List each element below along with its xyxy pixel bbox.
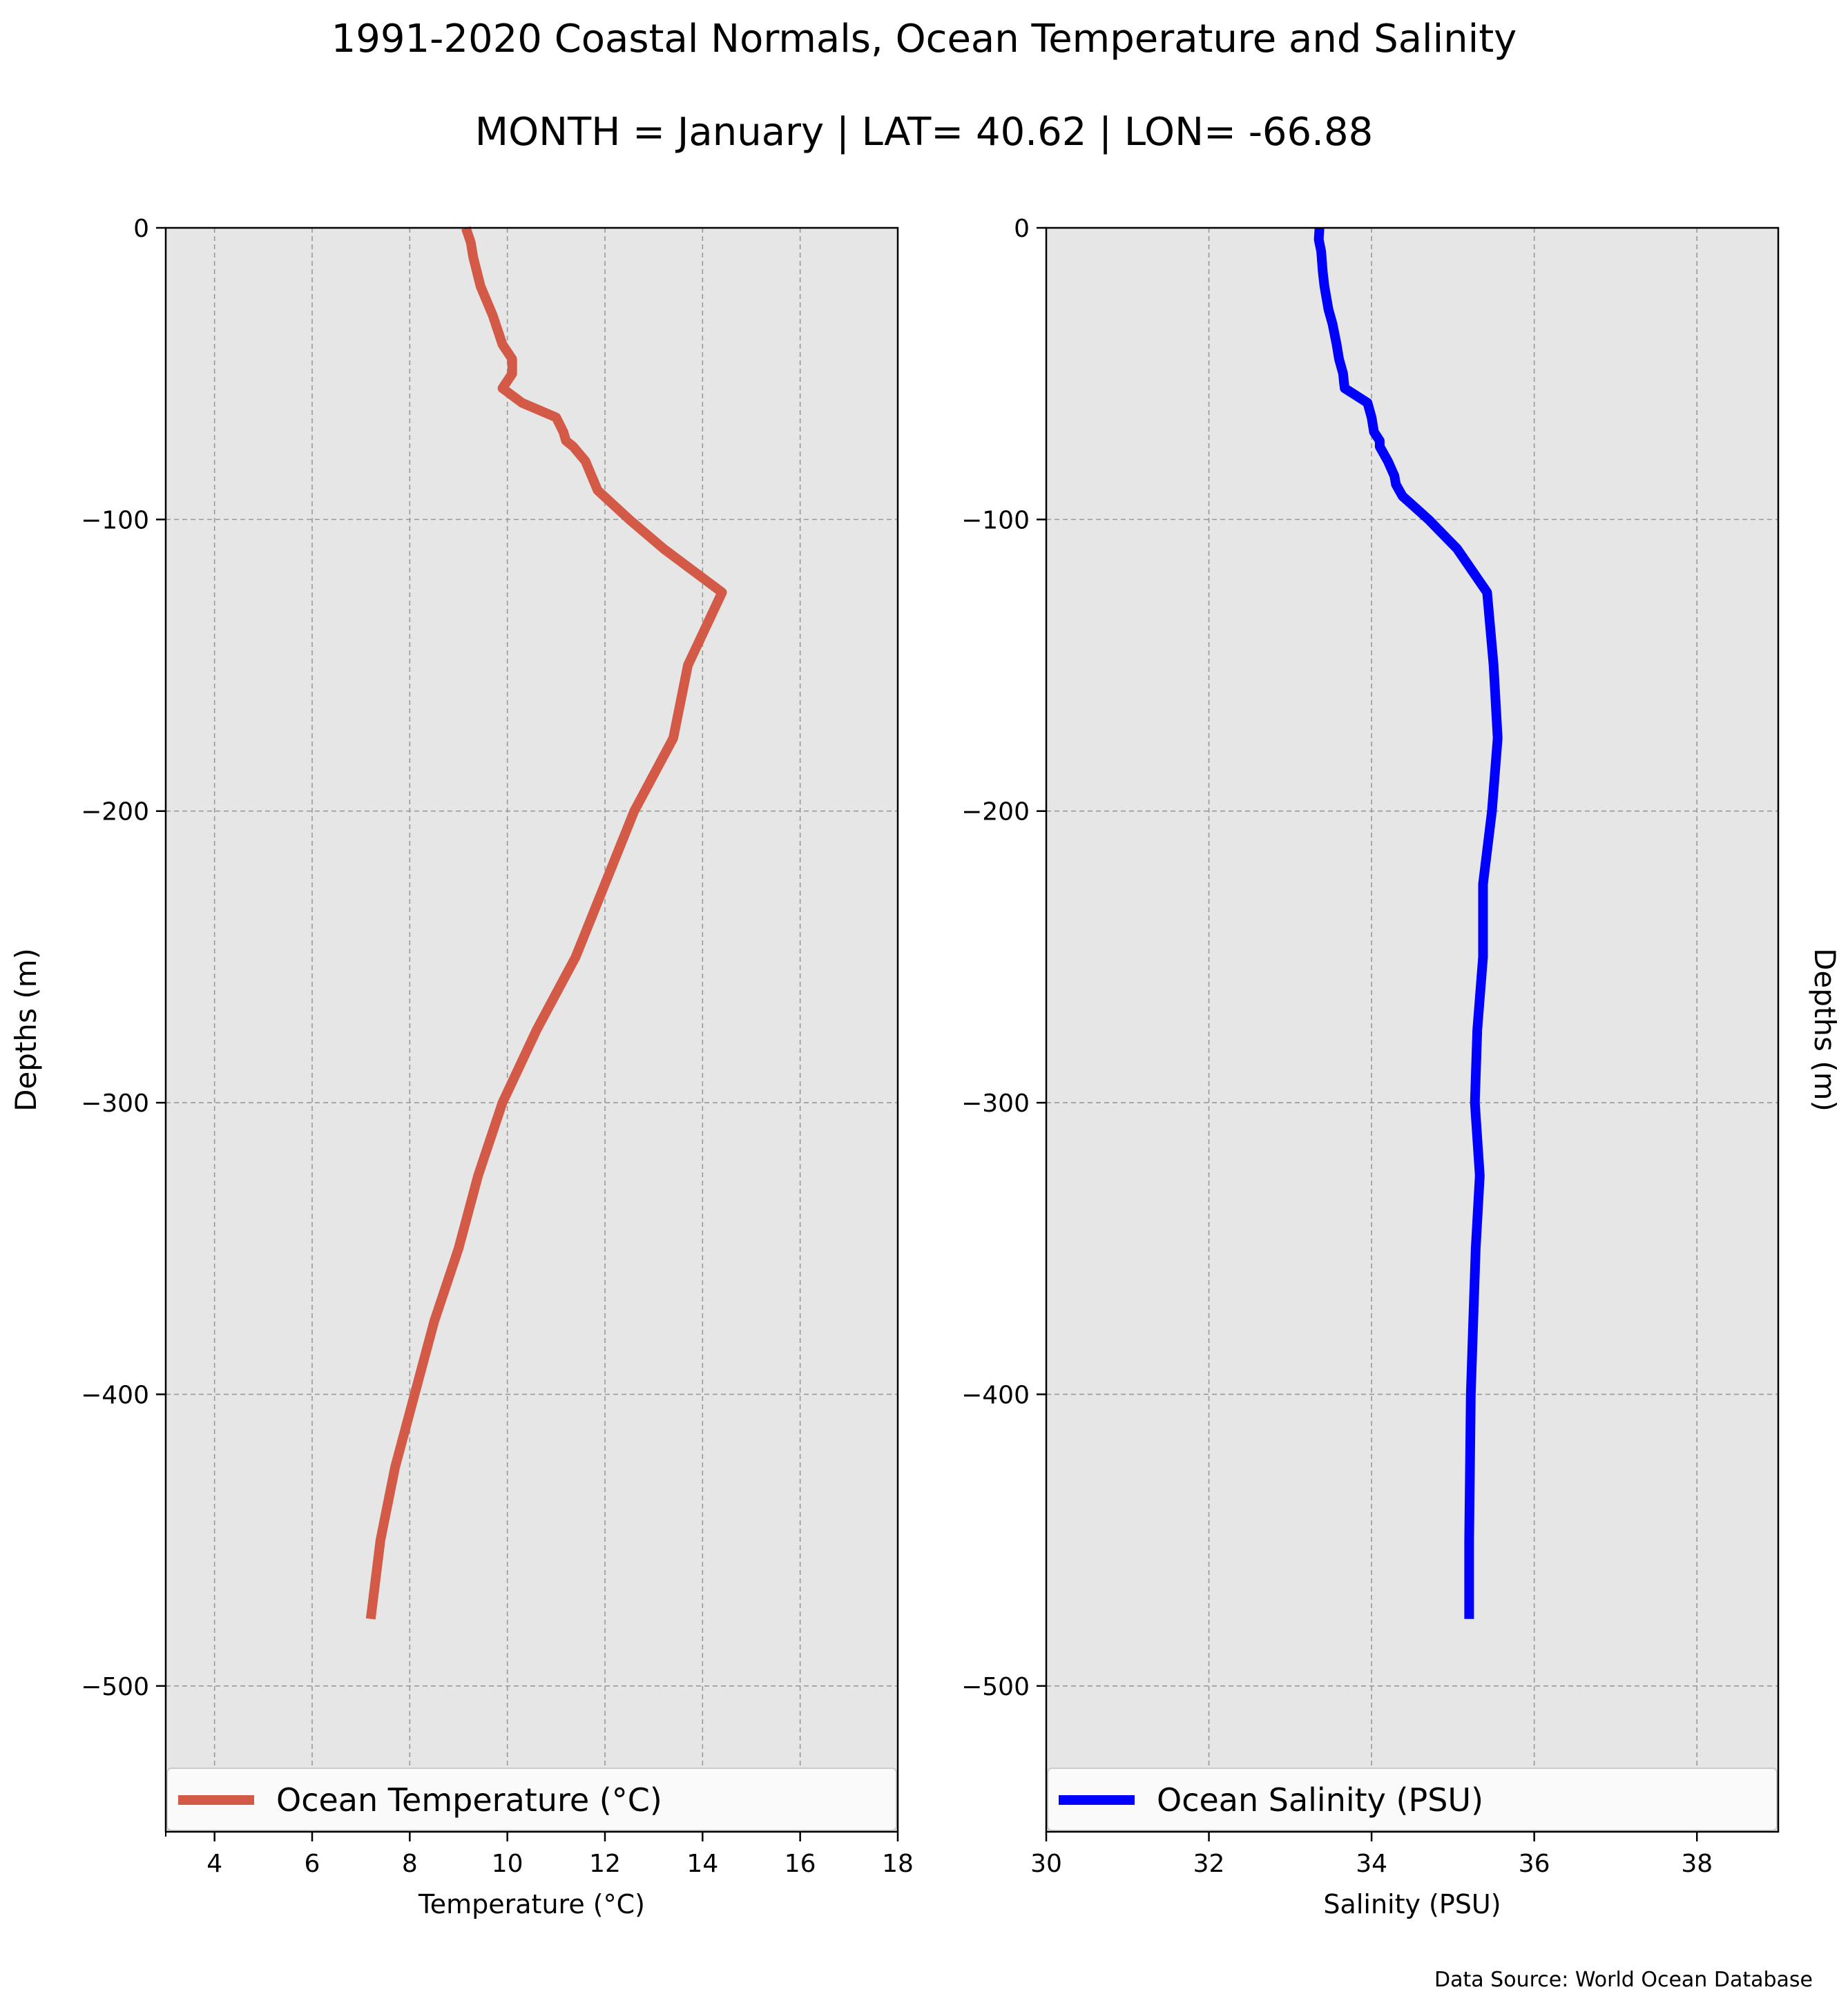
y-tick-label: −400 — [961, 1381, 1030, 1409]
temperature-panel: Ocean Temperature (°C) 4 6 8 10 12 14 16 18 0 −100… — [9, 215, 914, 1919]
legend-label: Ocean Temperature (°C) — [276, 1781, 662, 1819]
x-axis-label: Temperature (°C) — [418, 1889, 645, 1919]
legend-box — [166, 1768, 897, 1831]
y-tick-label: −200 — [81, 798, 149, 826]
x-tick-label: 12 — [589, 1850, 621, 1878]
x-tick-label: 10 — [492, 1850, 523, 1878]
plot-area — [1046, 228, 1778, 1832]
figure-subtitle: MONTH = January | LAT= 40.62 | LON= -66.… — [475, 110, 1373, 155]
y-axis-label: Depths (m) — [9, 948, 43, 1112]
legend-box — [1047, 1768, 1778, 1831]
y-tick-label: −100 — [961, 506, 1030, 534]
y-tick-label: −500 — [81, 1673, 149, 1701]
series-line — [1313, 227, 1503, 1619]
x-tick-label: 14 — [686, 1850, 718, 1878]
series-line — [365, 226, 727, 1620]
y-tick-label: −400 — [81, 1381, 149, 1409]
x-tick-label: 6 — [305, 1850, 320, 1878]
x-tick-label: 16 — [785, 1850, 816, 1878]
legend-label: Ocean Salinity (PSU) — [1157, 1781, 1483, 1819]
x-tick-label: 38 — [1681, 1850, 1713, 1878]
x-tick-label: 36 — [1519, 1850, 1550, 1878]
axes-frame — [164, 226, 899, 1833]
y-tick-label: −100 — [81, 506, 149, 534]
axes-frame — [1045, 226, 1780, 1833]
x-tick-label: 34 — [1356, 1850, 1387, 1878]
x-tick-label: 30 — [1030, 1850, 1062, 1878]
x-tick-label: 8 — [402, 1850, 418, 1878]
x-tick-label: 32 — [1193, 1850, 1225, 1878]
figure-title: 1991-2020 Coastal Normals, Ocean Tempera… — [331, 17, 1517, 61]
x-tick-label: 4 — [206, 1850, 222, 1878]
data-source-note: Data Source: World Ocean Database — [1434, 1968, 1813, 1992]
x-axis-label: Salinity (PSU) — [1323, 1889, 1501, 1919]
y-tick-label: −500 — [961, 1673, 1030, 1701]
y-tick-label: −300 — [81, 1090, 149, 1118]
salinity-panel: Ocean Salinity (PSU) 30 32 34 36 38 0 −100 −200 −… — [961, 215, 1842, 1919]
y-tick-label: −200 — [961, 798, 1030, 826]
y-tick-label: −300 — [961, 1090, 1030, 1118]
y-tick-label: 0 — [1014, 215, 1030, 243]
y-axis-label: Depths (m) — [1808, 948, 1842, 1112]
x-tick-label: 18 — [882, 1850, 914, 1878]
y-tick-label: 0 — [133, 215, 149, 243]
